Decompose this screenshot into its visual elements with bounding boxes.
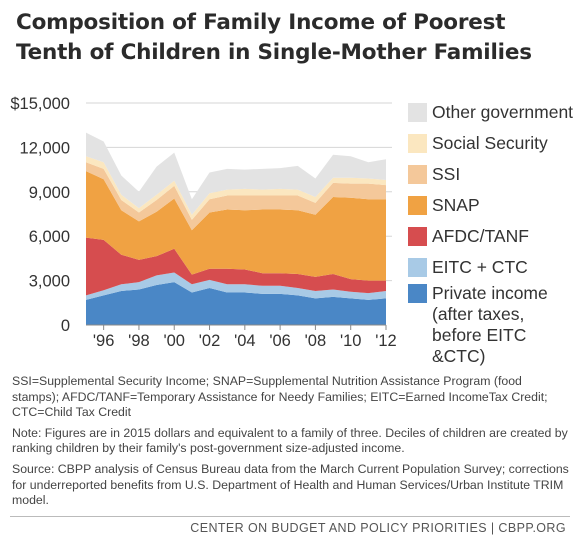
legend-swatch [408, 134, 427, 153]
y-tick-label: 3,000 [29, 273, 70, 291]
y-tick-label: 6,000 [29, 228, 70, 246]
legend-label: AFDC/TANF [432, 226, 529, 246]
x-tick-label: '10 [340, 332, 362, 350]
source-note: Source: CBPP analysis of Census Bureau d… [12, 461, 569, 508]
chart-title: Composition of Family Income of Poorest … [16, 10, 532, 65]
x-tick-label: '04 [234, 332, 256, 350]
area-eitc-ctc [86, 272, 386, 300]
x-tick-label: '06 [269, 332, 291, 350]
legend-label: Private income (after taxes, before EITC… [432, 283, 548, 366]
legend-swatch [408, 165, 427, 184]
x-tick-label: '02 [199, 332, 221, 350]
methodology-note: Note: Figures are in 2015 dollars and eq… [12, 425, 568, 456]
legend-swatch [408, 103, 427, 122]
abbreviations-note: SSI=Supplemental Security Income; SNAP=S… [12, 374, 548, 420]
x-tick-label: '12 [375, 332, 397, 350]
legend-swatch [408, 227, 427, 246]
legend-label: SNAP [432, 195, 480, 215]
area-private-income [86, 282, 386, 325]
legend-swatch [408, 284, 427, 303]
x-tick-label: '00 [163, 332, 185, 350]
x-tick-label: '08 [305, 332, 327, 350]
y-tick-label: 12,000 [20, 139, 70, 157]
axes: 0 3,000 6,000 9,000 12,000 $15,000 '96 '98 '00 '0… [10, 95, 396, 350]
legend-label: Social Security [432, 133, 548, 153]
legend-swatch [408, 196, 427, 215]
area-snap [86, 171, 386, 281]
footer-credit: CENTER ON BUDGET AND POLICY PRIORITIES |… [190, 521, 566, 535]
x-tick-label: '96 [93, 332, 115, 350]
area-ssi [86, 162, 386, 231]
legend-label: Other government [432, 102, 574, 122]
y-tick-label: 0 [61, 317, 70, 335]
y-tick-label: 9,000 [29, 184, 70, 202]
stacked-areas [86, 132, 386, 325]
chart: 0 3,000 6,000 9,000 12,000 $15,000 '96 '98 '00 '0… [10, 95, 396, 350]
chart-notes: SSI=Supplemental Security Income; SNAP=S… [12, 374, 572, 514]
area-other-government [86, 132, 386, 215]
legend-label: EITC + CTC [432, 257, 528, 277]
legend-swatch [408, 258, 427, 277]
footer-divider [10, 516, 570, 517]
x-tick-label: '98 [128, 332, 150, 350]
area-social-security [86, 156, 386, 220]
y-tick-label: $15,000 [10, 95, 70, 113]
legend-label: SSI [432, 164, 461, 184]
area-afdc-tanf [86, 237, 386, 296]
